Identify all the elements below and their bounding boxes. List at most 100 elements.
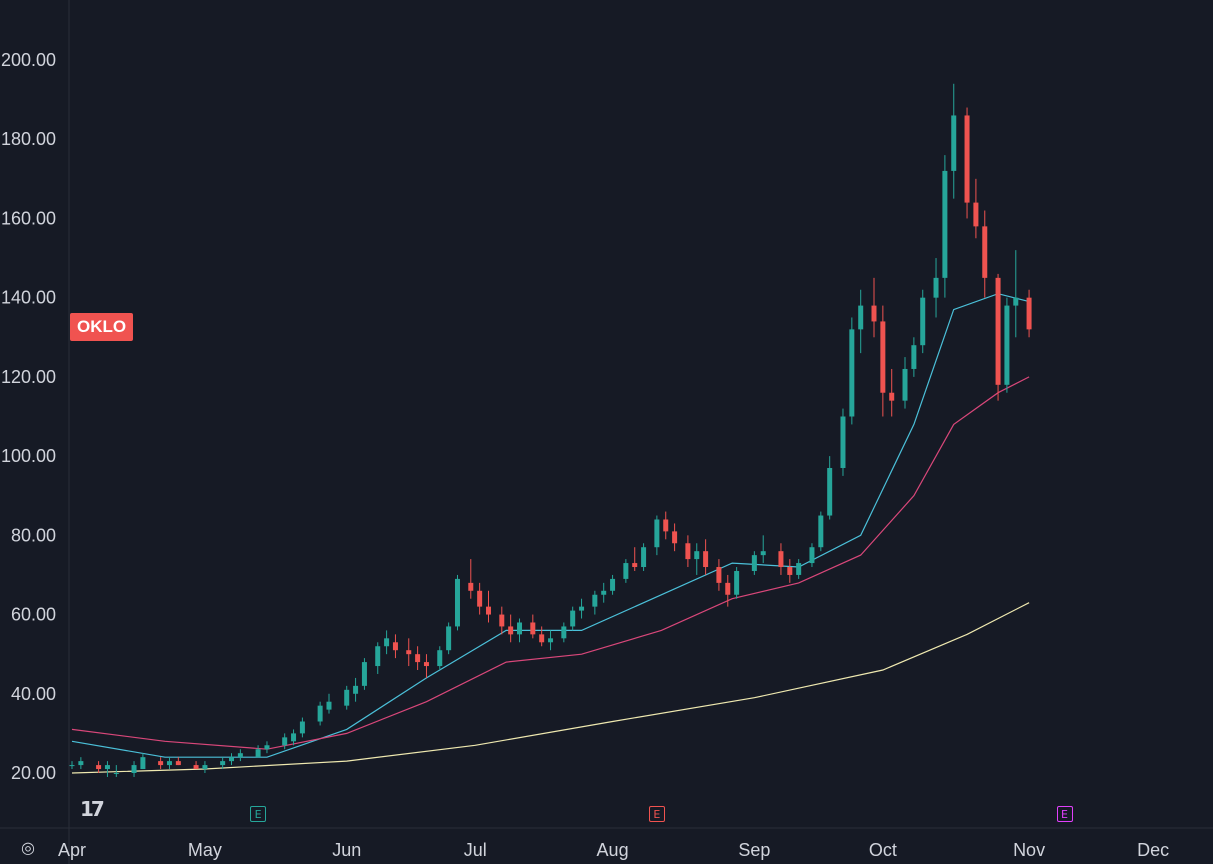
candle [995,273,1001,401]
candle [672,523,678,552]
candle [423,654,429,678]
candle [282,733,288,750]
candle [871,277,877,338]
candle [751,551,757,575]
candle [1013,250,1019,338]
price-tick-label: 140.00 [1,288,56,308]
symbol-price-label: OKLO [70,313,134,341]
candle [69,761,75,770]
candle [486,590,492,623]
time-tick-label: Apr [58,840,86,860]
price-axis[interactable]: 20.00 40.00 60.00 80.00 100.00 120.00 140.00 16… [1,50,56,783]
candle [796,559,802,579]
candle [375,642,381,674]
candle [579,598,585,619]
price-tick-label: 100.00 [1,446,56,466]
candle [561,622,567,643]
earnings-event-icon[interactable]: E [648,806,665,822]
candle [158,757,164,770]
candle [131,761,137,777]
candle [220,757,226,770]
candle [140,753,146,770]
candle [942,155,948,298]
candle [694,543,700,575]
price-tick-label: 200.00 [1,50,56,70]
price-tick-label: 160.00 [1,208,56,228]
candle [964,107,970,219]
candle [654,515,660,556]
candle [344,685,350,710]
indicator-line [71,602,1030,774]
candle [809,543,815,568]
time-tick-label: Jul [464,840,487,860]
candle [78,757,84,770]
candle [827,456,833,520]
candle [663,511,669,540]
candle [933,258,939,318]
candle [818,511,824,552]
candle [454,574,460,631]
candle [973,178,979,239]
candle [951,83,957,199]
price-tick-label: 60.00 [11,605,56,625]
price-tick-label: 180.00 [1,129,56,149]
candle [1004,297,1010,393]
candle [539,626,545,647]
price-tick-label: 80.00 [11,525,56,545]
candle [113,765,119,777]
candle [237,749,243,762]
settings-icon[interactable]: ◎ [21,840,35,857]
time-tick-label: Oct [869,840,897,860]
indicator-line [71,293,1030,758]
candle [530,614,536,639]
candle [840,408,846,476]
candle [384,630,390,655]
candle [858,289,864,354]
candle [299,717,305,738]
candle [880,305,886,417]
time-axis[interactable]: Apr May Jun Jul Aug Sep Oct Nov Dec [58,840,1169,860]
candle [902,357,908,409]
candle [734,567,740,599]
candle [911,337,917,377]
candle [255,745,261,758]
price-tick-label: 40.00 [11,684,56,704]
candle [499,606,505,635]
price-tick-label: 120.00 [1,367,56,387]
candle [392,634,398,659]
time-tick-label: Aug [597,840,629,860]
candle [446,622,452,655]
candle [849,317,855,425]
candle [592,590,598,615]
candle [716,559,722,591]
candle [623,559,629,583]
time-tick-label: Dec [1137,840,1169,860]
tradingview-logo[interactable]: 17 [80,797,105,821]
candle [229,753,235,766]
earnings-event-icon[interactable]: E [250,806,267,822]
earnings-event-icon[interactable]: E [1056,806,1073,822]
candle [175,757,181,766]
candle [725,574,731,607]
candle [104,761,110,777]
candle [632,547,638,571]
candles [69,83,1032,777]
candle [610,574,616,595]
candle [787,559,793,583]
candle [517,618,523,643]
candle [982,210,988,298]
candle [570,606,576,631]
candle [641,543,647,571]
candle [760,535,766,564]
candle [264,741,270,754]
candle [353,677,359,702]
price-tick-label: 20.00 [11,763,56,783]
candle [920,289,926,354]
time-tick-label: Nov [1013,840,1045,860]
candle [1026,289,1032,338]
candle [601,582,607,603]
candle [291,729,297,746]
